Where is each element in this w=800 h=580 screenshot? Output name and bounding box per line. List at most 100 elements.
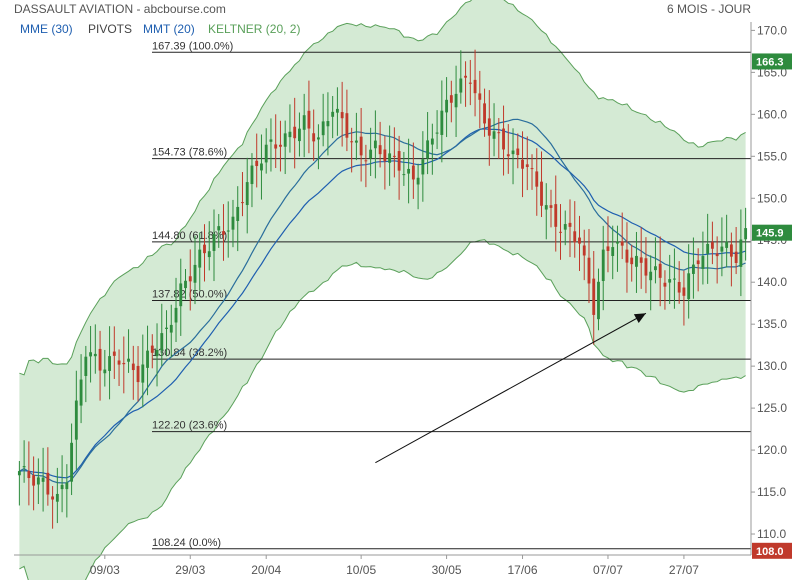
fibonacci-levels: 167.39 (100.0%) 154.73 (78.6%) 144.80 (61.…: [152, 40, 751, 550]
candle: [103, 349, 107, 387]
candle: [298, 112, 301, 157]
candle: [649, 255, 653, 311]
candle: [231, 199, 235, 248]
candle: [578, 215, 581, 271]
arrow-head: [633, 313, 646, 323]
candle: [516, 133, 520, 169]
candle: [563, 210, 567, 246]
fib-label: 122.20 (23.6%): [152, 420, 227, 432]
candle: [535, 148, 539, 216]
candle: [222, 204, 225, 261]
candle: [117, 349, 121, 387]
candle: [378, 121, 382, 168]
candle: [620, 212, 624, 260]
candle: [236, 186, 240, 252]
fib-label: 167.39 (100.0%): [152, 40, 233, 52]
candle: [734, 226, 738, 275]
keltner-lower-line: [19, 239, 746, 580]
svg-text:145.9: 145.9: [756, 228, 784, 240]
candle: [606, 216, 610, 273]
candle: [359, 107, 363, 182]
y-tick-label: 130.0: [757, 359, 787, 373]
candle: [150, 334, 154, 369]
candle: [22, 440, 26, 483]
candle: [478, 70, 482, 129]
candle: [307, 80, 311, 154]
candle: [407, 138, 411, 204]
candle: [160, 303, 164, 366]
candle: [440, 80, 444, 163]
y-tick-label: 115.0: [757, 485, 786, 499]
y-tick-label: 110.0: [757, 527, 786, 541]
candle: [682, 270, 686, 326]
candle: [715, 236, 719, 284]
candle: [421, 131, 425, 202]
candle: [212, 209, 216, 282]
indicator-mmt[interactable]: MMT (20): [143, 22, 195, 36]
y-tick-label: 170.0: [757, 23, 787, 37]
candle: [549, 189, 553, 228]
candle: [454, 65, 458, 138]
candle: [354, 112, 358, 161]
candle: [445, 77, 449, 138]
candle: [710, 221, 714, 265]
candle: [245, 157, 249, 234]
candle: [32, 456, 36, 511]
candle: [70, 423, 74, 496]
x-tick-label: 29/03: [175, 563, 205, 577]
candle: [668, 254, 672, 305]
x-tick-label: 30/05: [432, 563, 462, 577]
candle: [184, 269, 187, 300]
candle: [74, 370, 78, 470]
candle: [449, 80, 453, 123]
candle: [112, 326, 116, 379]
candle: [27, 441, 31, 506]
x-tick-label: 07/07: [593, 563, 623, 577]
candle: [373, 110, 377, 179]
candle: [687, 244, 691, 319]
price-tag-high: 166.3: [752, 53, 792, 70]
mme-line: [19, 128, 746, 479]
y-tick-label: 120.0: [757, 443, 787, 457]
candle: [41, 447, 45, 512]
x-tick-label: 09/03: [90, 563, 120, 577]
fib-label: 144.80 (61.8%): [152, 230, 227, 242]
candle: [174, 277, 178, 343]
candle: [279, 120, 282, 172]
candle: [654, 237, 657, 284]
candle: [729, 232, 733, 287]
price-tags: 166.3 145.9 108.0: [752, 53, 792, 559]
candle: [93, 324, 97, 374]
x-tick-label: 20/04: [251, 563, 281, 577]
candle: [60, 455, 64, 513]
candle: [625, 222, 629, 293]
y-tick-label: 135.0: [757, 317, 787, 331]
candle: [677, 261, 681, 304]
candle: [269, 118, 273, 172]
fib-label: 130.84 (38.2%): [152, 347, 227, 359]
candle: [587, 228, 591, 304]
indicator-keltner[interactable]: KELTNER (20, 2): [208, 22, 300, 36]
candle: [226, 201, 230, 258]
candles: [17, 49, 748, 529]
candle: [326, 92, 330, 156]
candle: [559, 204, 562, 260]
candle: [592, 251, 596, 345]
candle: [506, 124, 510, 174]
candle: [616, 225, 619, 272]
fib-label: 154.73 (78.6%): [152, 147, 227, 159]
indicator-mme[interactable]: MME (30): [20, 22, 73, 36]
y-tick-label: 140.0: [757, 275, 787, 289]
candle: [435, 110, 439, 150]
candle: [274, 114, 278, 169]
indicator-pivots[interactable]: PIVOTS: [88, 22, 132, 36]
candle: [79, 354, 83, 424]
candle: [350, 127, 354, 173]
keltner-upper-line: [19, 0, 746, 376]
candle: [136, 346, 140, 402]
candle: [487, 90, 491, 166]
svg-text:166.3: 166.3: [756, 56, 784, 68]
chart-title: DASSAULT AVIATION - abcbourse.com: [14, 2, 226, 16]
candle: [369, 127, 373, 176]
